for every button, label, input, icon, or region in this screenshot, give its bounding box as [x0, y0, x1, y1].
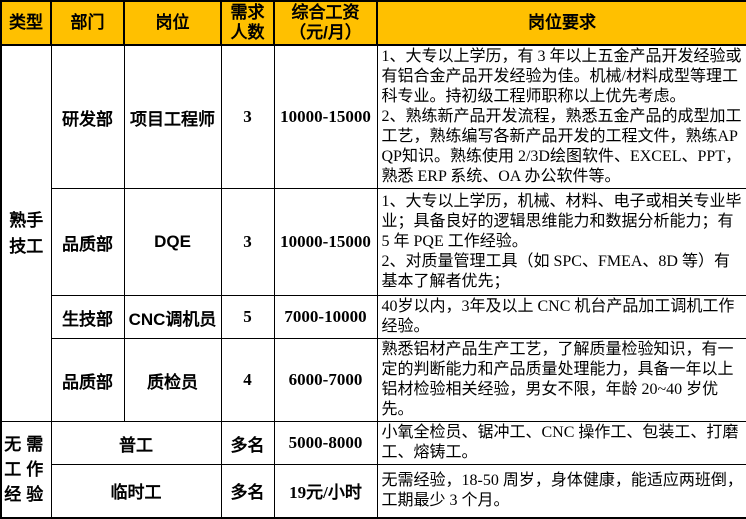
header-type: 类型 — [0, 0, 52, 46]
header-requirements: 岗位要求 — [376, 0, 746, 46]
table-row: 临时工 多名 19元/小时 无需经验，18-50 周岁，身体健康，能适应两班倒，… — [1, 464, 746, 518]
cell-salary: 19元/小时 — [273, 464, 378, 518]
cell-salary: 5000-8000 — [273, 421, 378, 465]
cell-position: 普工 — [50, 421, 222, 465]
table-row: 无需 工作 经验 普工 多名 5000-8000 小氧全检员、锯冲工、CNC 操… — [0, 421, 746, 518]
cell-position: 质检员 — [123, 338, 222, 422]
cell-requirements: 1、大专以上学历，有 3 年以上五金产品开发经验或有铝合金产品开发经验为佳。机械… — [376, 44, 746, 189]
table-row: 熟手 技工 研发部 项目工程师 3 10000-15000 1、大专以上学历，有… — [0, 44, 746, 422]
table-row: 品质部 DQE 3 10000-15000 1、大专以上学历，机械、材料、电子或… — [1, 188, 746, 296]
header-headcount: 需求 人数 — [220, 0, 275, 46]
cell-position: CNC调机员 — [123, 295, 222, 339]
cell-department: 生技部 — [50, 295, 125, 339]
header-position: 岗位 — [123, 0, 222, 46]
cell-department: 品质部 — [50, 188, 125, 296]
group-label-no-experience: 无需 工作 经验 — [0, 421, 52, 518]
cell-salary: 10000-15000 — [273, 44, 378, 189]
cell-requirements: 熟悉铝材产品生产工艺，了解质量检验知识，有一定的判断能力和产品质量处理能力，具备… — [376, 338, 746, 422]
cell-headcount: 多名 — [220, 464, 275, 518]
header-row: 类型 部门 岗位 需求 人数 综合工资 （元/月） 岗位要求 — [0, 0, 746, 46]
cell-headcount: 3 — [220, 44, 275, 189]
cell-department: 品质部 — [50, 338, 125, 422]
table-row: 生技部 CNC调机员 5 7000-10000 40岁以内，3年及以上 CNC … — [1, 295, 746, 339]
header-salary: 综合工资 （元/月） — [273, 0, 378, 46]
cell-salary: 10000-15000 — [273, 188, 378, 296]
cell-requirements: 1、大专以上学历，机械、材料、电子或相关专业毕业；具备良好的逻辑思维能力和数据分… — [376, 188, 746, 296]
table-row: 品质部 质检员 4 6000-7000 熟悉铝材产品生产工艺，了解质量检验知识，… — [1, 338, 746, 422]
cell-salary: 6000-7000 — [273, 338, 378, 422]
cell-position: DQE — [123, 188, 222, 296]
group-label-skilled-workers: 熟手 技工 — [0, 44, 52, 422]
cell-headcount: 3 — [220, 188, 275, 296]
cell-salary: 7000-10000 — [273, 295, 378, 339]
cell-requirements: 无需经验，18-50 周岁，身体健康，能适应两班倒，工期最少 3 个月。 — [376, 464, 746, 518]
cell-position: 临时工 — [50, 464, 222, 518]
cell-position: 项目工程师 — [123, 44, 222, 189]
cell-requirements: 小氧全检员、锯冲工、CNC 操作工、包装工、打磨工、熔铸工。 — [376, 421, 746, 465]
header-department: 部门 — [50, 0, 125, 46]
cell-headcount: 5 — [220, 295, 275, 339]
cell-headcount: 多名 — [220, 421, 275, 465]
cell-headcount: 4 — [220, 338, 275, 422]
cell-department: 研发部 — [50, 44, 125, 189]
cell-requirements: 40岁以内，3年及以上 CNC 机台产品加工调机工作经验。 — [376, 295, 746, 339]
